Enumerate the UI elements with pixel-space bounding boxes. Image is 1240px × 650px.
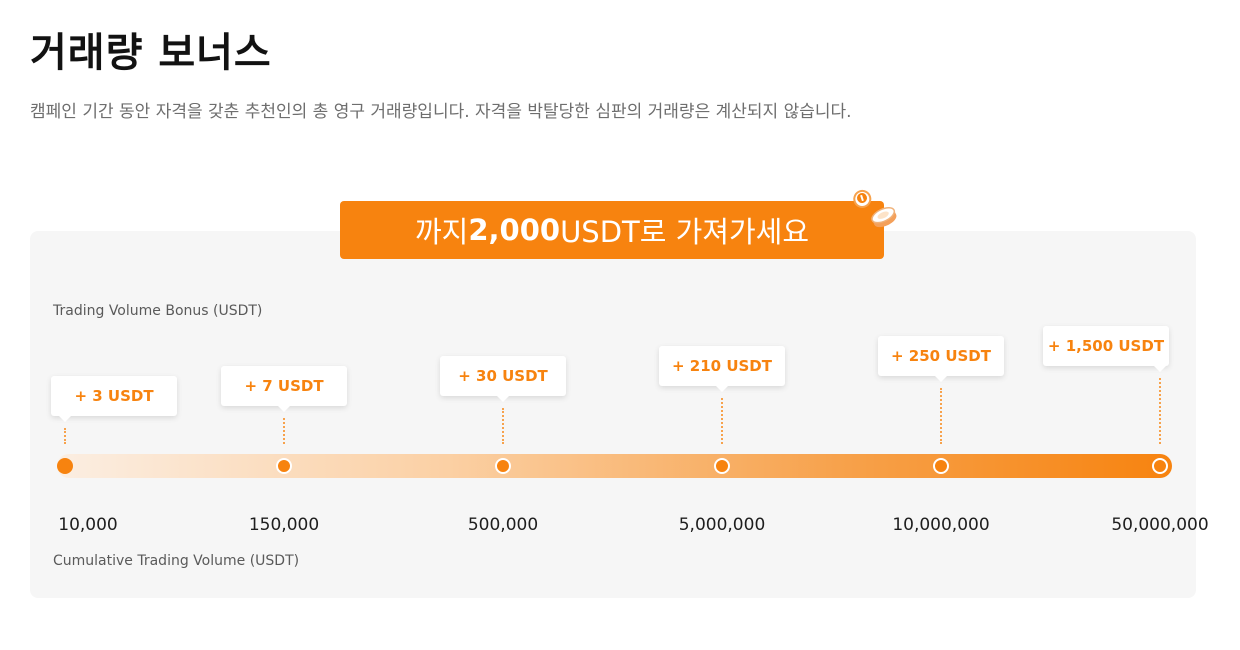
volume-threshold-label: 150,000 xyxy=(248,515,320,535)
bonus-axis-label: Trading Volume Bonus (USDT) xyxy=(53,303,263,319)
milestone-node xyxy=(276,458,292,474)
milestone-node xyxy=(495,458,511,474)
milestone-node xyxy=(933,458,949,474)
banner-amount: 2,000 xyxy=(468,213,561,247)
volume-threshold-label: 50,000,000 xyxy=(1111,515,1209,535)
volume-threshold-label: 5,000,000 xyxy=(678,515,766,535)
milestone-node xyxy=(714,458,730,474)
volume-threshold-label: 500,000 xyxy=(467,515,539,535)
progress-track xyxy=(57,454,1172,478)
bonus-bubble: + 210 USDT xyxy=(659,346,785,386)
page-title: 거래량 보너스 xyxy=(30,30,272,76)
bonus-bubble: + 30 USDT xyxy=(440,356,566,396)
bonus-connector xyxy=(502,408,504,444)
coins-icon xyxy=(853,189,897,228)
bonus-connector xyxy=(1159,378,1161,444)
volume-axis-label: Cumulative Trading Volume (USDT) xyxy=(53,553,300,569)
banner-suffix: USDT로 가져가세요 xyxy=(560,215,810,249)
banner-prefix: 까지 xyxy=(414,215,469,249)
bonus-bubble: + 7 USDT xyxy=(221,366,347,406)
page-subtitle: 캠페인 기간 동안 자격을 갖춘 추천인의 총 영구 거래량입니다. 자격을 박… xyxy=(30,102,852,122)
bonus-connector xyxy=(283,418,285,444)
max-reward-banner: 까지 2,000 USDT로 가져가세요 xyxy=(340,201,884,259)
volume-threshold-label: 10,000 xyxy=(58,515,118,535)
bonus-bubble: + 1,500 USDT xyxy=(1043,326,1169,366)
volume-bonus-panel xyxy=(30,231,1196,598)
milestone-node xyxy=(1152,458,1168,474)
bonus-bubble: + 250 USDT xyxy=(878,336,1004,376)
bonus-connector xyxy=(721,398,723,444)
volume-threshold-label: 10,000,000 xyxy=(892,515,990,535)
bonus-connector xyxy=(940,388,942,444)
milestone-node xyxy=(57,458,73,474)
bonus-connector xyxy=(64,428,66,444)
bonus-bubble: + 3 USDT xyxy=(51,376,177,416)
